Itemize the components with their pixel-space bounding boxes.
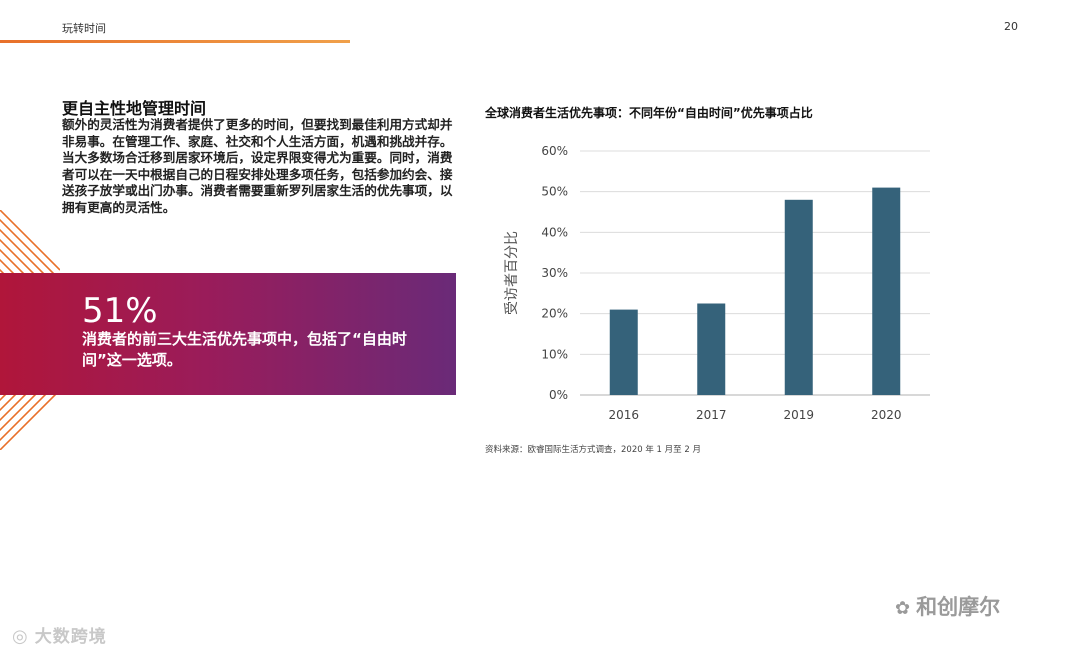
bar [784,199,813,395]
y-tick-label: 60% [541,144,568,158]
article-body: 额外的灵活性为消费者提供了更多的时间，但要找到最佳利用方式却并非易事。在管理工作… [62,117,453,215]
callout-box [0,273,456,395]
chart-title: 全球消费者生活优先事项：不同年份“自由时间”优先事项占比 [485,106,813,120]
x-tick-label: 2019 [783,408,814,422]
watermark-right: ✿ 和创摩尔 [895,591,1000,621]
x-tick-label: 2016 [608,408,639,422]
bar [697,303,726,395]
wechat-icon: ✿ [895,598,911,619]
x-tick-label: 2020 [871,408,902,422]
y-tick-label: 40% [541,225,568,239]
header-rule [0,40,350,43]
watermark-left-text: 大数跨境 [34,627,107,647]
callout-value: 51% [82,291,158,331]
page-number: 20 [1004,20,1018,33]
source-note: 资料来源：欧睿国际生活方式调查，2020 年 1 月至 2 月 [485,445,701,455]
y-tick-label: 0% [549,388,568,402]
article-title: 更自主性地管理时间 [62,99,207,118]
y-tick-label: 30% [541,266,568,280]
x-tick-label: 2017 [696,408,727,422]
y-tick-label: 10% [541,347,568,361]
y-tick-label: 50% [541,185,568,199]
bar [872,187,901,395]
bar-chart: 0% 10% 20% 30% 40% 50% 60% 2016 2017 2019 2020 受访者百… [504,144,930,422]
callout-text: 消费者的前三大生活优先事项中，包括了“自由时间”这一选项。 [82,330,407,369]
logo-icon: ◎ [12,626,29,647]
section-title: 玩转时间 [62,22,106,35]
watermark-right-text: 和创摩尔 [916,595,1001,619]
y-tick-label: 20% [541,307,568,321]
bar [609,309,638,395]
watermark-left: ◎ 大数跨境 [12,622,107,647]
y-axis-label: 受访者百分比 [504,231,520,315]
